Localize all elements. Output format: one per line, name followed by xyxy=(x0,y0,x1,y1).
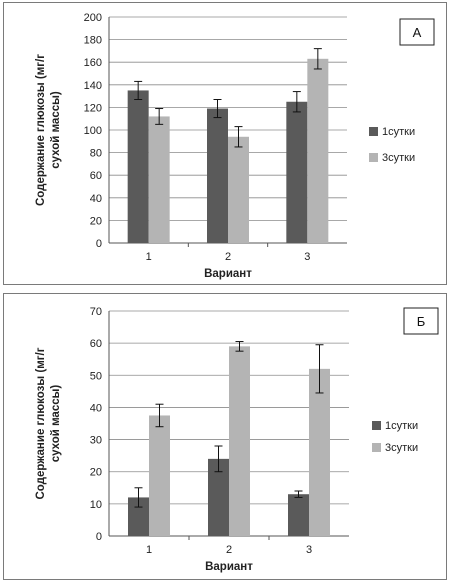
chart-b-ytick-label: 0 xyxy=(96,531,102,543)
chart-b-ytick-label: 60 xyxy=(90,338,102,350)
chart-b-ytick-label: 40 xyxy=(90,402,102,414)
chart-a-ytick-label: 80 xyxy=(90,148,102,160)
chart-a-xtick-label: 2 xyxy=(225,251,231,263)
chart-b-ylabel-line: Содержание глюкозы (мг/г xyxy=(35,347,47,499)
chart-b-ylabel-line: сухой массы) xyxy=(50,385,62,463)
chart-a-bar-1-2 xyxy=(207,108,228,243)
chart-a-ytick-label: 60 xyxy=(90,170,102,182)
chart-a-bar-1-1 xyxy=(127,90,149,243)
chart-b-panel-letter: Б xyxy=(417,314,426,329)
chart-a-ytick-label: 100 xyxy=(84,125,102,137)
chart-panel-b: 0 10 20 30 40 50 60 70 1 2 3 Вариант Содержание глюк… xyxy=(3,293,447,580)
chart-b-bar-1-2 xyxy=(208,458,229,536)
chart-a-ylabel-line: Содержание глюкозы (мг/г xyxy=(35,54,47,206)
chart-panel-a: 0 20 40 60 80 100 120 140 160 180 200 1 2 3 Вариант Сод… xyxy=(3,2,447,285)
chart-b-bar-1-1 xyxy=(128,497,149,536)
chart-a-xtick-label: 1 xyxy=(146,251,152,263)
chart-a-ytick-label: 40 xyxy=(90,193,102,205)
chart-b-xtick-label: 1 xyxy=(146,544,152,556)
chart-a-legend-swatch-1 xyxy=(369,127,378,136)
chart-a-ylabel: Содержание глюкозы (мг/г сухой массы) xyxy=(35,54,62,206)
chart-a-legend-swatch-2 xyxy=(369,153,378,162)
chart-a-legend-label-2: 3сутки xyxy=(382,152,415,164)
chart-b-xtick-label: 2 xyxy=(226,544,232,556)
chart-b-ytick-label: 10 xyxy=(90,499,102,511)
chart-b-ytick-label: 20 xyxy=(90,467,102,479)
chart-a-ylabel-line: сухой массы) xyxy=(50,91,62,169)
chart-a-panel-letter: А xyxy=(413,25,422,40)
chart-b-panel-letter-box xyxy=(403,307,439,335)
chart-b-bar-1-3 xyxy=(288,494,309,536)
chart-b-ytick-label: 70 xyxy=(90,306,102,318)
chart-b-ytick-label: 30 xyxy=(90,435,102,447)
chart-a-ytick-label: 20 xyxy=(90,215,102,227)
chart-a-ytick-label: 180 xyxy=(84,35,102,47)
chart-a-xlabel: Вариант xyxy=(204,268,252,280)
chart-b-bar-2-2 xyxy=(229,346,250,536)
chart-a-bar-2-1 xyxy=(148,116,170,243)
chart-a-ytick-label: 200 xyxy=(84,12,102,24)
chart-a-ytick-label: 0 xyxy=(96,238,102,250)
chart-b-legend-swatch-1 xyxy=(372,421,381,430)
chart-a-bar-2-2 xyxy=(228,136,249,243)
chart-b-legend-swatch-2 xyxy=(372,443,381,452)
chart-b-xlabel: Вариант xyxy=(205,561,253,573)
chart-a-panel-letter-box xyxy=(399,18,435,46)
chart-a-svg: 0 20 40 60 80 100 120 140 160 180 200 1 2 3 Вариант Сод… xyxy=(35,12,435,280)
chart-b-ytick-label: 50 xyxy=(90,370,102,382)
chart-a-bar-1-3 xyxy=(286,101,308,243)
chart-b-legend-label-1: 1сутки xyxy=(385,420,418,432)
chart-b-bar-2-3 xyxy=(309,368,330,536)
chart-a-legend-label-1: 1сутки xyxy=(382,126,415,138)
chart-a-xtick-label: 3 xyxy=(304,251,310,263)
chart-b-ylabel: Содержание глюкозы (мг/г сухой массы) xyxy=(35,347,62,499)
chart-b-svg: 0 10 20 30 40 50 60 70 1 2 3 Вариант Содержание глюк… xyxy=(35,306,439,573)
chart-b-xtick-label: 3 xyxy=(306,544,312,556)
chart-a-ytick-label: 160 xyxy=(84,57,102,69)
chart-b-bar-2-1 xyxy=(149,415,170,536)
chart-a-bar-2-3 xyxy=(307,58,329,244)
chart-b-legend-label-2: 3сутки xyxy=(385,442,418,454)
chart-a-ytick-label: 120 xyxy=(84,102,102,114)
chart-a-ytick-label: 140 xyxy=(84,80,102,92)
